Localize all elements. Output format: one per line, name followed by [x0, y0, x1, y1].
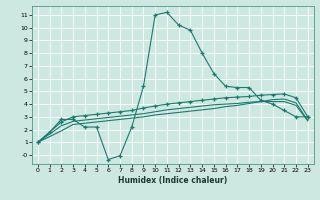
X-axis label: Humidex (Indice chaleur): Humidex (Indice chaleur)	[118, 176, 228, 185]
